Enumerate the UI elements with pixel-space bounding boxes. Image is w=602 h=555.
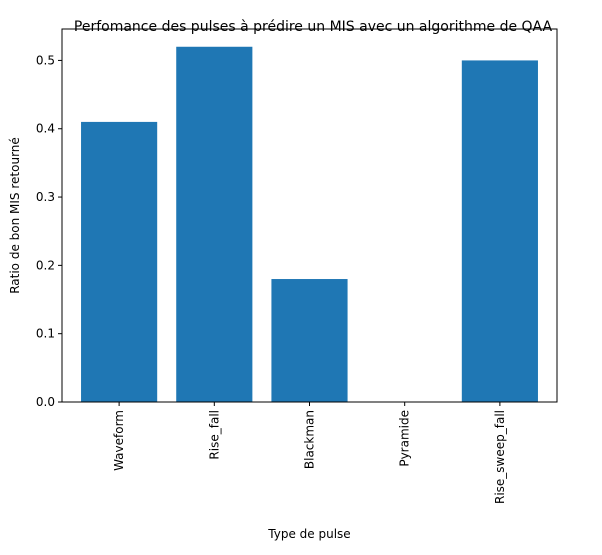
- y-axis: 0.0 0.1 0.2 0.3 0.4 0.5: [36, 53, 62, 409]
- y-tick-label: 0.4: [36, 122, 55, 136]
- x-tick-label: Pyramide: [398, 410, 412, 467]
- y-tick-label: 0.1: [36, 327, 55, 341]
- plot-frame: [61, 28, 558, 403]
- bar-blackman: [271, 279, 348, 402]
- bar-rise-fall: [176, 46, 253, 402]
- bar-rise-sweep-fall: [461, 60, 538, 403]
- x-tick-label: Blackman: [303, 410, 317, 469]
- chart-title: Perfomance des pulses à prédire un MIS a…: [74, 19, 553, 35]
- x-tick-label: Rise_sweep_fall: [493, 410, 507, 504]
- y-axis-label: Ratio de bon MIS retourné: [8, 137, 22, 294]
- x-tick-label: Waveform: [112, 410, 126, 471]
- y-tick-label: 0.2: [36, 258, 55, 272]
- bar-waveform: [81, 121, 158, 402]
- y-tick-label: 0.0: [36, 395, 55, 409]
- x-axis: Waveform Rise_fall Blackman Pyramide Rise_sw…: [112, 402, 507, 504]
- x-axis-label: Type de pulse: [267, 527, 350, 541]
- x-tick-label: Rise_fall: [207, 410, 221, 460]
- y-tick-label: 0.5: [36, 53, 55, 67]
- y-tick-label: 0.3: [36, 190, 55, 204]
- bars-group: [81, 46, 538, 403]
